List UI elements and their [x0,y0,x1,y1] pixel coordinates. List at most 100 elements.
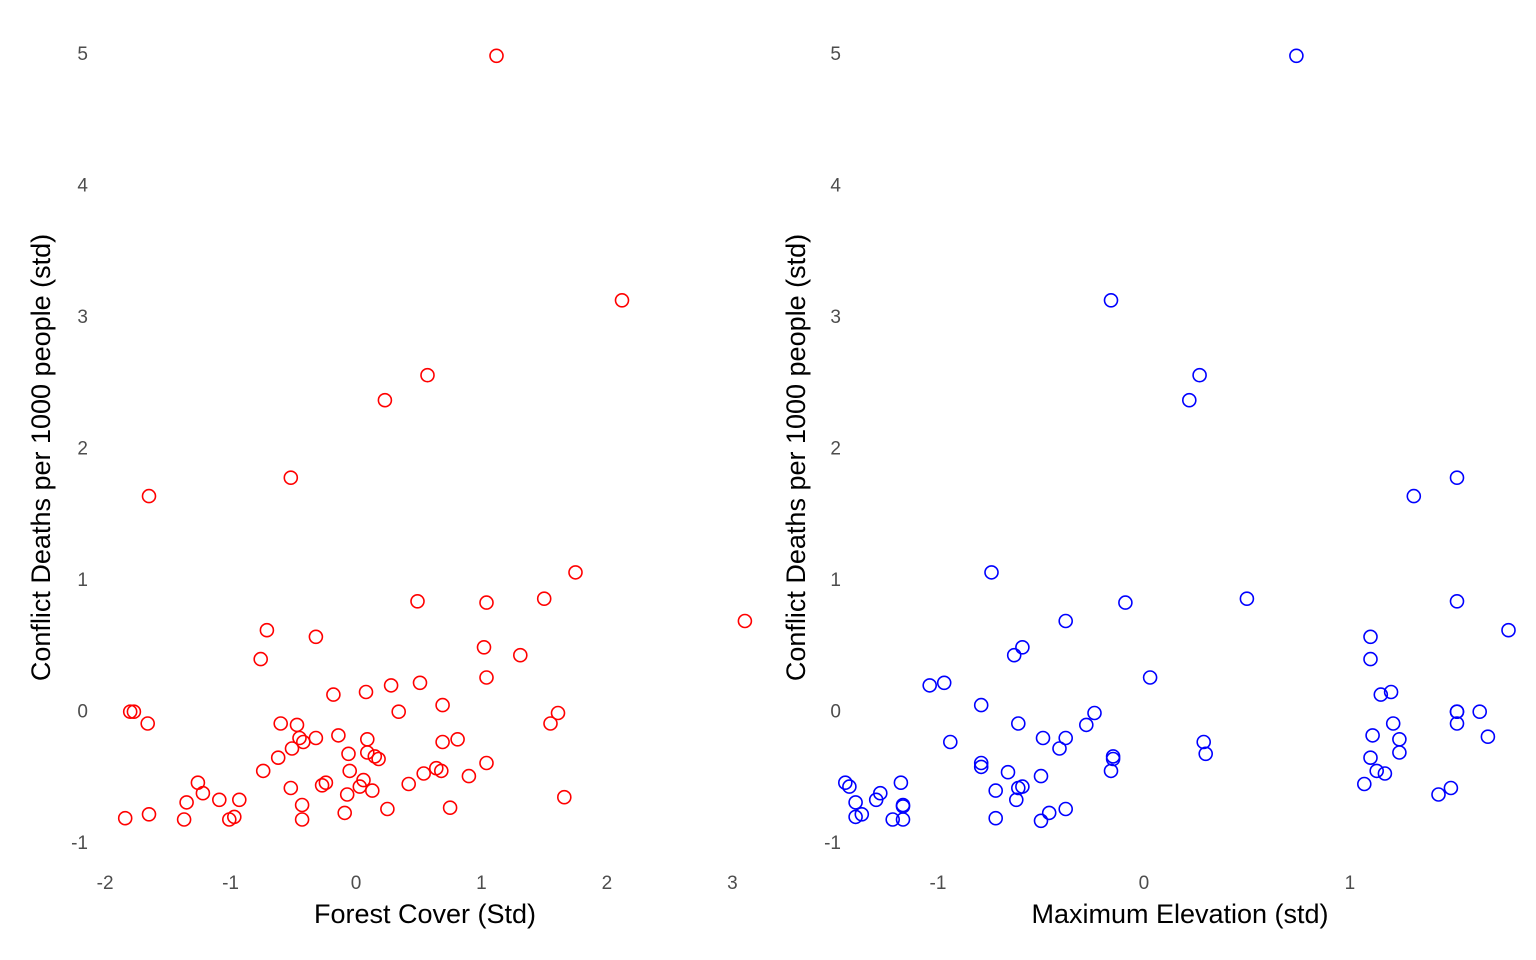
y-tick-label: 3 [77,307,88,328]
data-point [435,697,450,713]
data-point [973,697,989,713]
data-point [988,810,1004,826]
data-point [1289,48,1304,64]
data-point [341,746,356,762]
data-point [737,613,753,629]
data-point [1449,593,1465,609]
data-point [253,651,269,667]
data-point [1192,367,1207,383]
data-point [342,763,358,779]
data-point [922,678,938,693]
data-point [141,488,157,504]
data-point [359,731,375,747]
data-point [259,622,275,638]
data-point [556,789,572,805]
data-point [232,792,247,808]
data-point [988,783,1004,798]
y-tick-label: 1 [830,570,841,591]
data-point [212,792,227,808]
data-point [273,716,289,731]
data-point [1449,470,1465,486]
data-point [367,749,383,764]
data-point [420,367,435,383]
x-tick-label: 0 [1139,873,1150,894]
data-point [126,704,142,720]
data-point [1033,813,1049,829]
data-point [461,768,477,784]
data-point [294,797,310,813]
x-tick-label: 3 [727,873,738,894]
data-point [1035,730,1051,746]
data-point [885,812,901,827]
data-point [179,795,194,810]
data-point [1008,792,1024,808]
data-point [1041,805,1057,821]
data-point [1357,776,1372,792]
data-point [380,801,395,817]
data-point [1058,730,1073,746]
x-tick-label: -2 [97,873,114,894]
data-point [1363,651,1378,667]
data-point [1118,595,1133,610]
x-tick-label: 1 [1345,873,1356,894]
data-point [1196,734,1211,750]
data-point [359,745,375,760]
data-point [1449,704,1465,720]
data-point [1182,392,1197,408]
data-point [195,785,211,801]
y-tick-label: 2 [77,439,88,460]
data-point [936,675,952,691]
data-point [842,779,857,794]
data-point [868,792,884,808]
data-point [543,716,558,731]
data-point [1010,780,1026,796]
data-point [1443,780,1459,796]
left-panel-forest-cover: -1 0 1 2 3 4 5 -2 -1 0 1 2 3 Forest Cover (Std) Confli… [26,44,753,929]
data-point [1058,613,1073,629]
data-point [308,629,324,645]
data-point [489,48,504,64]
data-point [854,806,870,822]
data-point [1392,745,1407,760]
data-point [283,470,299,486]
y-tick-label: -1 [71,833,88,854]
data-point [1377,766,1393,781]
right-panel-maximum-elevation: -1 0 1 2 3 4 5 -1 0 1 Maximum Elevation (std) Confl… [781,44,1516,929]
data-point [848,809,863,825]
x-tick-label: -1 [930,873,947,894]
data-point [848,795,863,810]
data-point [412,675,428,691]
y-tick-label: -1 [824,833,841,854]
data-point [973,759,989,775]
data-point [550,705,566,721]
data-point [140,716,155,731]
x-tick-label: 1 [476,873,487,894]
data-point [479,595,494,610]
data-point [391,704,407,720]
data-point [1431,787,1446,802]
data-point [326,687,341,702]
data-point [1000,764,1016,780]
data-point [1369,763,1384,779]
data-point [442,800,458,816]
data-point [512,647,528,663]
data-point [1103,292,1119,308]
data-point [1385,716,1401,731]
y-tick-label: 4 [77,176,88,197]
x-tick-label: -1 [222,873,239,894]
data-point [401,776,417,792]
x-tick-label: 2 [602,873,613,894]
data-point [377,392,393,408]
data-point [292,730,307,746]
data-point [294,812,310,827]
data-point [176,812,192,827]
data-point [1501,622,1516,638]
data-point [435,734,450,750]
data-point [476,639,492,655]
data-point [450,731,465,747]
data-point [1365,728,1380,743]
y-tick-label: 5 [77,44,88,65]
data-point [1472,704,1487,720]
y-tick-label: 2 [830,439,841,460]
x-axis-title: Maximum Elevation (std) [1031,899,1328,929]
